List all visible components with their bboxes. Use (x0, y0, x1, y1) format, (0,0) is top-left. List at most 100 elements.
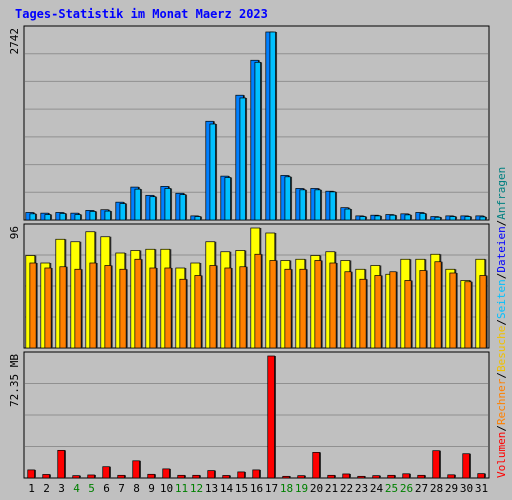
bar-volumen (87, 474, 95, 479)
bar-volumen (177, 474, 185, 479)
bar-dateien (299, 189, 306, 221)
bar-rechner (239, 266, 247, 349)
bar-rechner (224, 267, 232, 349)
bar-dateien (254, 61, 261, 221)
bar-rechner (449, 272, 457, 349)
bar-volumen (432, 450, 440, 479)
bar-volumen (357, 475, 365, 479)
bar-volumen (147, 473, 155, 479)
bar-volumen (252, 469, 260, 479)
x-tick-label: 11 (175, 482, 188, 495)
bar-dateien (419, 213, 426, 221)
x-tick-label: 17 (265, 482, 278, 495)
bar-rechner (269, 260, 277, 349)
x-tick-label: 31 (475, 482, 488, 495)
bar-volumen (477, 473, 485, 479)
bar-rechner (284, 268, 292, 349)
x-tick-label: 5 (88, 482, 95, 495)
x-tick-label: 23 (355, 482, 368, 495)
bar-dateien (194, 216, 201, 221)
bar-dateien (89, 211, 96, 221)
bar-volumen (297, 475, 305, 479)
bar-dateien (404, 214, 411, 221)
x-tick-label: 8 (133, 482, 140, 495)
bar-rechner (344, 271, 352, 349)
bar-dateien (134, 188, 141, 221)
bar-dateien (29, 213, 36, 221)
bar-rechner (389, 271, 397, 349)
bar-rechner (149, 267, 157, 349)
x-tick-label: 4 (73, 482, 80, 495)
legend-entry: Dateien (495, 226, 508, 272)
bar-rechner (104, 265, 112, 349)
bar-rechner (134, 258, 142, 349)
bar-dateien (374, 215, 381, 221)
bar-volumen (342, 473, 350, 479)
bar-volumen (237, 471, 245, 479)
legend-entry: Volumen (495, 432, 508, 478)
bar-rechner (299, 268, 307, 349)
bar-rechner (209, 265, 217, 349)
x-tick-label: 14 (220, 482, 234, 495)
bar-volumen (312, 452, 320, 479)
bar-rechner (29, 262, 37, 349)
x-tick-label: 13 (205, 482, 218, 495)
axis-max-label: 96 (8, 226, 21, 239)
bar-dateien (74, 214, 81, 221)
bar-dateien (179, 194, 186, 221)
bar-rechner (434, 261, 442, 349)
bar-dateien (449, 216, 456, 221)
bar-rechner (74, 268, 82, 349)
bar-rechner (374, 275, 382, 349)
bar-rechner (404, 280, 412, 349)
bar-rechner (89, 262, 97, 349)
x-tick-label: 1 (28, 482, 35, 495)
bar-volumen (222, 475, 230, 479)
x-tick-label: 6 (103, 482, 110, 495)
bar-dateien (59, 213, 66, 221)
legend-entry: Besuche (495, 326, 508, 372)
x-tick-label: 20 (310, 482, 323, 495)
x-tick-label: 22 (340, 482, 353, 495)
x-tick-label: 25 (385, 482, 398, 495)
bar-volumen (117, 474, 125, 479)
x-tick-label: 19 (295, 482, 308, 495)
bar-rechner (44, 267, 52, 349)
bar-volumen (207, 470, 215, 479)
x-tick-label: 9 (148, 482, 155, 495)
bar-volumen (267, 355, 275, 479)
x-tick-label: 7 (118, 482, 125, 495)
x-tick-label: 24 (370, 482, 384, 495)
bar-volumen (162, 468, 170, 479)
bar-dateien (389, 214, 396, 221)
bar-volumen (72, 475, 80, 479)
x-tick-label: 26 (400, 482, 413, 495)
bar-dateien (224, 177, 231, 221)
bar-dateien (434, 216, 441, 221)
legend-entry: Seiten (495, 279, 508, 319)
bar-dateien (464, 216, 471, 221)
bar-volumen (192, 474, 200, 479)
x-tick-label: 10 (160, 482, 173, 495)
x-tick-label: 12 (190, 482, 203, 495)
bar-volumen (402, 473, 410, 479)
bar-dateien (164, 188, 171, 221)
bar-volumen (282, 475, 290, 479)
bar-dateien (149, 196, 156, 221)
bar-rechner (194, 275, 202, 349)
bar-dateien (479, 216, 486, 221)
x-tick-label: 27 (415, 482, 428, 495)
bar-dateien (359, 216, 366, 221)
bar-volumen (132, 460, 140, 479)
bar-rechner (119, 268, 127, 349)
bar-dateien (314, 189, 321, 221)
bar-rechner (314, 260, 322, 349)
x-tick-label: 18 (280, 482, 293, 495)
bar-volumen (42, 474, 50, 479)
x-tick-label: 16 (250, 482, 263, 495)
x-tick-label: 30 (460, 482, 473, 495)
bar-volumen (27, 469, 35, 479)
bar-rechner (359, 278, 367, 349)
bar-dateien (344, 208, 351, 221)
